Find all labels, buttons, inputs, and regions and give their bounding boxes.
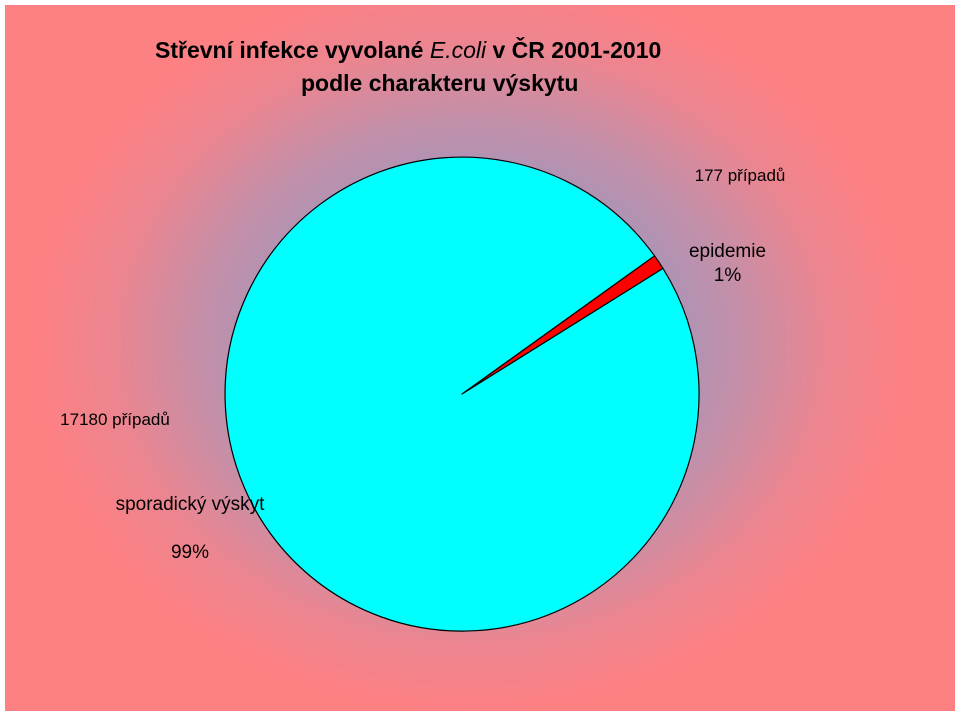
slide: Střevní infekce vyvolané E.coli v ČR 200… [5,5,955,711]
epidemie-percent-label: 1% [713,265,742,286]
title-part1: Střevní infekce vyvolané [155,37,430,63]
title-line2: podle charakteru výskytu [301,70,579,96]
pie-slice-sporadic [224,156,700,632]
sporadic-name-label: sporadický výskyt [115,494,265,515]
title-italic: E.coli [429,37,487,63]
chart-title: Střevní infekce vyvolané E.coli v ČR 200… [155,34,855,100]
title-part3: v ČR 2001-2010 [486,37,662,63]
epidemie-count-label: 177 případů [694,166,786,185]
sporadic-percent-label: 99% [170,542,210,563]
sporadic-count-label: 17180 případů [60,410,170,429]
epidemie-name-label: epidemie [688,241,767,262]
pie-chart [224,156,700,632]
